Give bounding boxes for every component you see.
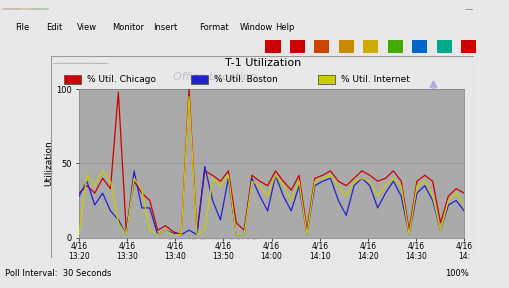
- Text: 100%: 100%: [444, 269, 468, 278]
- Circle shape: [87, 63, 108, 64]
- Bar: [289, 40, 304, 53]
- Text: Help: Help: [275, 23, 294, 32]
- Text: Insert: Insert: [153, 23, 177, 32]
- Circle shape: [70, 63, 91, 64]
- Bar: [64, 75, 80, 84]
- Text: Edit: Edit: [46, 23, 62, 32]
- Text: Window: Window: [239, 23, 272, 32]
- Text: Office Location: Office Location: [172, 72, 256, 82]
- Bar: [314, 40, 329, 53]
- Text: Poll Interval:  30 Seconds: Poll Interval: 30 Seconds: [5, 269, 111, 278]
- Bar: [338, 40, 353, 53]
- Text: % Util. Internet: % Util. Internet: [341, 75, 409, 84]
- Text: Monitor: Monitor: [112, 23, 144, 32]
- Circle shape: [53, 63, 74, 64]
- Bar: [387, 40, 402, 53]
- Bar: [317, 75, 334, 84]
- Bar: [190, 75, 207, 84]
- Bar: [265, 40, 280, 53]
- Bar: [411, 40, 427, 53]
- Bar: [362, 40, 378, 53]
- Text: Demo Linux Server: Demo Linux Server: [167, 232, 261, 242]
- Text: Format: Format: [199, 23, 228, 32]
- Text: T-1 Utilization: T-1 Utilization: [224, 58, 300, 68]
- Text: View: View: [76, 23, 96, 32]
- Text: File: File: [15, 23, 30, 32]
- Text: % Util. Chicago: % Util. Chicago: [87, 75, 156, 84]
- Y-axis label: Utilization: Utilization: [44, 141, 53, 186]
- Bar: [460, 40, 475, 53]
- Bar: [436, 40, 451, 53]
- Text: Demo VOIP Phones: Demo VOIP Phones: [360, 175, 454, 185]
- Text: —: —: [464, 5, 472, 14]
- Text: % Util. Boston: % Util. Boston: [214, 75, 277, 84]
